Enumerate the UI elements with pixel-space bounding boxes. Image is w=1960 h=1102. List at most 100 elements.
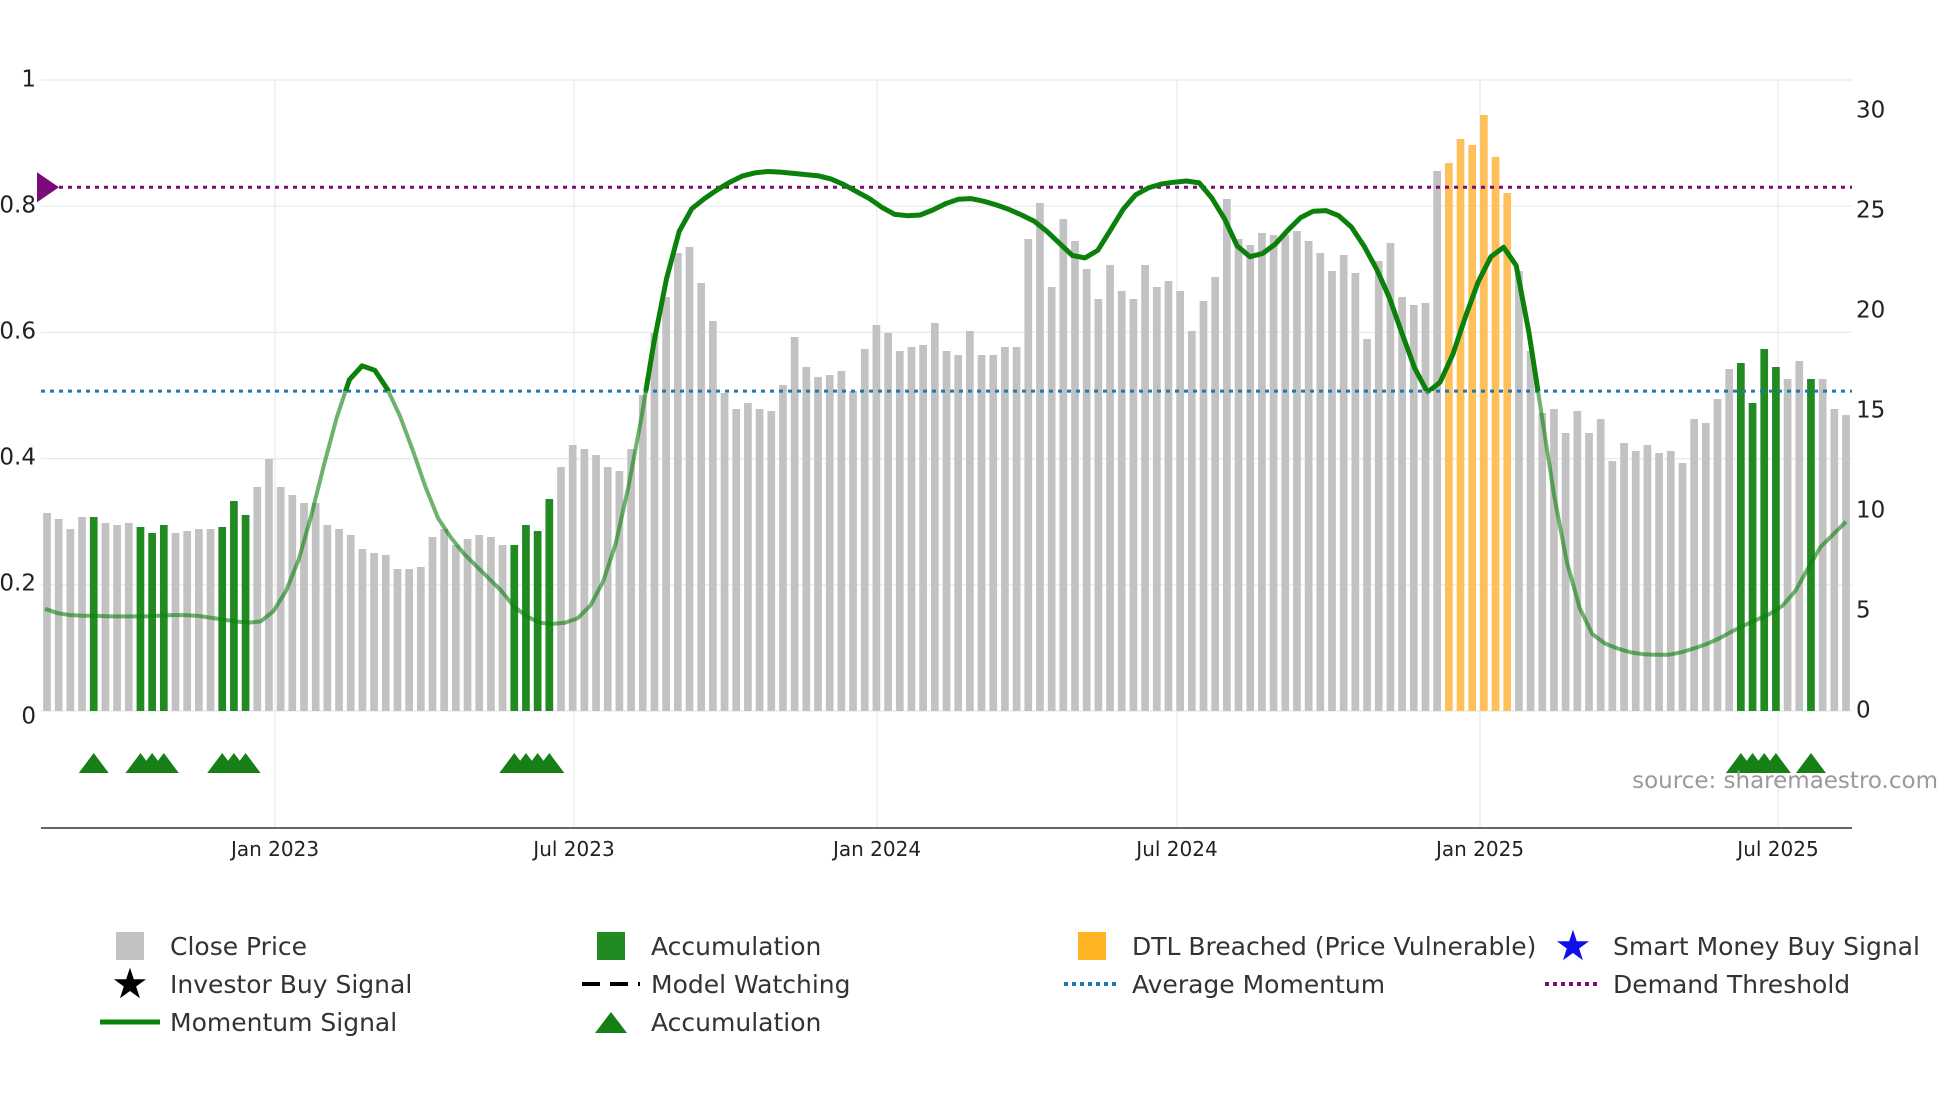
momentum-line-group [44,169,1848,657]
close-price-bar [195,529,203,711]
close-price-bar [311,503,320,711]
close-price-bar [1643,445,1652,711]
close-price-bar [802,367,811,711]
legend-dtl-label: DTL Breached (Price Vulnerable) [1132,931,1537,961]
accumulation-triangle [1795,753,1826,773]
left-tick-0.8: 0.8 [0,193,36,219]
close-price-bar [1573,411,1582,711]
close-price-bar [1339,255,1348,711]
accumulation-triangle [1760,753,1791,773]
close-price-bar [1351,273,1360,711]
close-price-bar [849,391,857,711]
legend-average-momentum: Average Momentum [1062,966,1385,1002]
close-price-bar [919,345,927,711]
momentum-line-faded [44,391,1848,657]
green-triangle-icon [595,1012,627,1033]
close-price-bar [557,467,565,711]
close-price-bar [440,529,449,711]
x-tick-jul-2024: Jul 2024 [1134,837,1217,861]
close-price-bar [779,385,787,711]
close-price-bar [1409,305,1418,711]
close-price-bar [393,569,402,711]
close-price-bar [206,529,215,711]
right-tick-0: 0 [1856,698,1871,724]
close-price-bar [1199,301,1208,711]
close-price-bar [825,375,834,711]
close-price-bar [568,445,577,711]
close-price-bar [1701,423,1710,711]
right-tick-20: 20 [1856,298,1885,324]
close-price-bar [475,535,484,711]
close-price-bar [463,539,472,711]
close-price-bar [1223,199,1231,711]
close-price-bar [1258,233,1266,711]
close-price-bar [288,495,297,711]
close-price-bar [790,337,799,711]
close-price-bar [1655,453,1663,711]
close-price-bar [171,533,180,711]
close-price-bar [1783,379,1792,711]
legend-average-momentum-label: Average Momentum [1132,969,1386,999]
legend-smart-money: ★ Smart Money Buy Signal [1543,925,1920,967]
close-price-bar [1129,299,1138,711]
close-price-bar [627,449,635,711]
close-price-bar [1106,265,1114,711]
left-tick-0.4: 0.4 [0,445,36,471]
close-price-bar [744,403,752,711]
close-price-bar [1550,409,1558,711]
close-price-bar [1164,281,1173,711]
demand-threshold-marker [37,172,59,203]
close-price-bar [1082,269,1091,711]
close-price-bar [580,449,589,711]
close-price-bar [1328,271,1336,711]
green-line-icon [100,1019,160,1025]
legend-accumulation-marker-label: Accumulation [651,1007,822,1037]
close-price-bar [1690,419,1698,711]
close-price-bar [1842,415,1850,711]
dtl-breached-bar [1444,163,1453,711]
legend-accumulation-bar: Accumulation [581,928,821,964]
close-price-bar [930,323,939,711]
close-price-bar [662,297,670,711]
close-price-bar [977,355,986,711]
accumulation-bar [241,515,250,711]
right-tick-5: 5 [1856,598,1871,624]
left-tick-0.6: 0.6 [0,319,36,345]
accumulation-triangle [230,753,261,773]
legend-model-watching: Model Watching [581,966,851,1002]
close-price-bar [732,409,741,711]
axes: 0 0.2 0.4 0.6 0.8 1 0 5 10 15 20 25 30 J… [0,67,1938,862]
close-price-bar [1585,433,1593,711]
dtl-breached-bar [1480,115,1488,711]
close-price-bar [907,347,916,711]
close-price-bar [1620,443,1628,711]
close-price-bar [1795,361,1804,711]
close-price-bar [323,525,332,711]
dtl-breached-bar [1491,157,1500,711]
close-price-bar [603,467,612,711]
legend-accumulation-marker: Accumulation [581,1004,821,1040]
close-price-bar [1374,261,1383,711]
close-price-bar [767,411,776,711]
dotted-purple-line-icon [1545,982,1601,986]
close-price-bar [370,553,378,711]
right-tick-25: 25 [1856,198,1885,224]
close-price-bar [358,549,367,711]
close-price-bar [1211,277,1220,711]
close-price-bar [697,283,706,711]
close-price-bar [685,247,694,711]
legend-momentum-signal: Momentum Signal [100,1004,397,1040]
close-price-bar [1246,245,1255,711]
left-tick-0.2: 0.2 [0,571,36,597]
close-price-bar [1012,347,1021,711]
right-tick-10: 10 [1856,498,1885,524]
close-price-bar [498,545,507,711]
dotted-blue-line-icon [1064,982,1120,986]
accumulation-bar [1807,379,1815,711]
close-price-bar [673,253,682,711]
close-price-bar [487,537,495,711]
accumulation-markers [78,753,1826,773]
close-price-bar [1281,235,1290,711]
close-price-bar [860,349,869,711]
accumulation-bar [1737,363,1745,711]
